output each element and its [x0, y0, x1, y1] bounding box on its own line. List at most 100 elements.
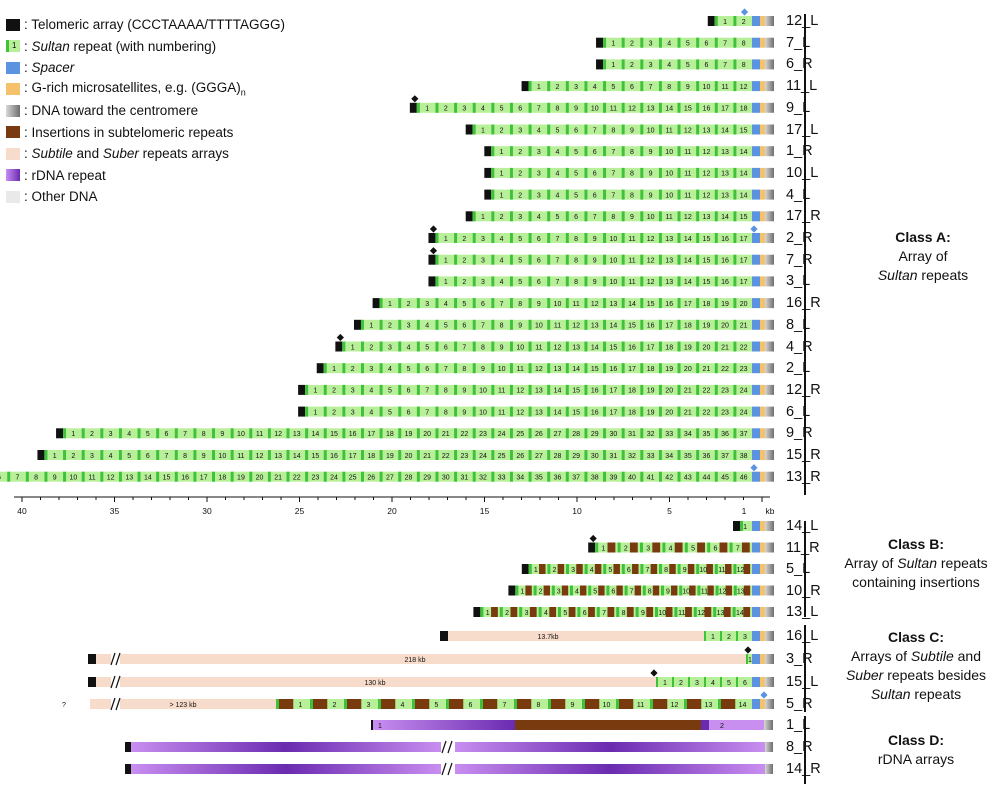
- sultan-number-6_R-5: 5: [686, 62, 690, 69]
- sultan-number-6_L-22: 22: [703, 409, 711, 416]
- spacer-block-13_R: [752, 471, 760, 482]
- sultan-repeat-mark-6_L-9: [454, 406, 458, 417]
- sultan-number-1_R-10: 10: [665, 149, 673, 156]
- insertion-block-13_L-10: [665, 607, 673, 617]
- sultan-repeat-mark-4_L-12: [696, 189, 700, 200]
- sultan-number-12_R-9: 9: [462, 388, 466, 395]
- sultan-repeat-13_R-20: [249, 471, 268, 482]
- sultan-number-9_R-28: 28: [572, 431, 580, 438]
- sultan-number-4_R-22: 22: [740, 344, 748, 351]
- sultan-number-4_R-11: 11: [535, 344, 542, 351]
- sultan-repeat-3_L-8: [565, 276, 585, 287]
- sultan-repeat-13_R-41: [640, 471, 659, 482]
- sultan-repeat-17_R-9: [621, 211, 641, 222]
- sultan-repeat-mark-15_L-4: [704, 677, 706, 687]
- sultan-repeat-4_L-14: [733, 189, 752, 200]
- sultan-number-15_R-31: 31: [609, 453, 617, 460]
- sultan-repeat-10_L-13: [714, 167, 734, 178]
- sultan-repeat-mark-3_L-4: [491, 276, 495, 287]
- sultan-number-13_R-11: 11: [88, 475, 95, 482]
- sultan-repeat-mark-9_L-2: [435, 102, 439, 113]
- spacer-block-5_R: [752, 699, 760, 709]
- sultan-number-3_L-11: 11: [628, 279, 635, 286]
- telomere-block-1_R: [484, 146, 492, 157]
- sultan-repeat-mark-1_R-6: [584, 146, 588, 157]
- sultan-number-17_L-15: 15: [740, 127, 748, 134]
- sultan-repeat-mark-9_L-1: [416, 102, 420, 113]
- sultan-number-2_L-19: 19: [665, 366, 673, 373]
- sultan-number-16_R-20: 20: [740, 301, 748, 308]
- sultan-repeat-9_R-4: [118, 428, 138, 439]
- sultan-number-15_R-34: 34: [665, 453, 673, 460]
- sultan-repeat-2_R-17: [733, 233, 752, 243]
- sultan-number-10_L-8: 8: [630, 171, 634, 178]
- sultan-repeat-mark-2_L-9: [472, 363, 476, 374]
- sultan-number-12_R-3: 3: [351, 388, 355, 395]
- sultan-number-17_L-4: 4: [537, 127, 541, 134]
- sultan-repeat-mark-16_R-20: [733, 298, 737, 309]
- sultan-repeat-7_R-7: [547, 254, 566, 265]
- break-mark-b-8_R: [447, 740, 453, 754]
- legend-text-6: : Insertions in subtelomeric repeats: [24, 124, 234, 140]
- sultan-number-3_L-13: 13: [665, 279, 673, 286]
- sultan-number-7_R-6: 6: [537, 258, 541, 265]
- sultan-repeat-9_R-22: [454, 428, 473, 439]
- break-mark-b-5_R: [115, 697, 121, 711]
- sultan-repeat-mark-13_R-37: [565, 471, 569, 482]
- sultan-repeat-mark-15_R-18: [360, 450, 364, 460]
- sultan-repeat-4_L-11: [677, 189, 697, 200]
- spacer-block-1_R: [752, 146, 760, 157]
- sultan-repeat-mark-2_L-4: [379, 363, 383, 374]
- sultan-number-2_L-14: 14: [572, 366, 580, 373]
- sultan-number-9_R-8: 8: [202, 431, 206, 438]
- sultan-repeat-mark-16_R-16: [658, 298, 662, 309]
- sultan-repeat-8_L-4: [416, 319, 436, 330]
- sultan-repeat-mark-5_R-6: [446, 699, 449, 709]
- sultan-repeat-17_L-2: [491, 124, 510, 135]
- sultan-number-3_L-16: 16: [721, 279, 729, 286]
- sultan-repeat-10_L-14: [733, 167, 752, 178]
- sultan-repeat-9_L-11: [603, 102, 622, 113]
- sultan-repeat-mark-10_R-3: [551, 585, 555, 596]
- sultan-number-10_R-10: 10: [682, 588, 690, 595]
- sultan-number-3_L-4: 4: [500, 279, 504, 286]
- legend-item-1: : Telomeric array (CCCTAAAA/TTTTAGGG): [6, 14, 386, 36]
- sultan-repeat-mark-15_R-28: [547, 450, 551, 460]
- sultan-number-16_R-10: 10: [554, 301, 562, 308]
- sultan-repeat-mark-16_R-9: [528, 298, 532, 309]
- sultan-repeat-mark-5_R-1: [276, 699, 279, 709]
- sultan-number-9_R-7: 7: [183, 431, 187, 438]
- sultan-number-2_L-13: 13: [554, 366, 562, 373]
- sultan-repeat-mark-3_L-8: [565, 276, 569, 287]
- row-label-7_R: 7_R: [786, 251, 813, 268]
- sultan-repeat-7_L-8: [733, 37, 752, 48]
- sultan-number-8_L-17: 17: [665, 323, 673, 330]
- sultan-repeat-mark-15_L-5: [720, 677, 722, 687]
- sultan-repeat-mark-4_R-21: [714, 341, 718, 352]
- sultan-number-2_L-7: 7: [444, 366, 448, 373]
- telomere-block-2_R: [428, 233, 436, 243]
- sultan-repeat-12_R-24: [733, 384, 752, 395]
- sultan-number-13_R-41: 41: [647, 475, 655, 482]
- sultan-repeat-6_L-3: [342, 406, 361, 417]
- sultan-repeat-2_L-1: [323, 363, 343, 374]
- sultan-repeat-mark-12_R-2: [323, 384, 327, 395]
- sultan-repeat-mark-9_L-9: [565, 102, 569, 113]
- sultan-repeat-mark-17_R-11: [658, 211, 662, 222]
- sultan-swatch: 1: [6, 40, 20, 53]
- sultan-number-13_R-8: 8: [34, 475, 38, 482]
- sultan-repeat-13_L-10: [655, 607, 675, 617]
- legend-item-7: : Subtile and Suber repeats arrays: [6, 143, 386, 165]
- sultan-repeat-mark-17_R-12: [677, 211, 681, 222]
- sultan-number-13_R-33: 33: [498, 475, 506, 482]
- row-label-1_L: 1_L: [786, 717, 811, 733]
- sultan-repeat-mark-2_L-15: [584, 363, 588, 374]
- sultan-number-5_R-13: 13: [705, 702, 713, 709]
- legend-item-5: : DNA toward the centromere: [6, 100, 386, 122]
- sultan-repeat-mark-9_R-27: [547, 428, 551, 439]
- row-label-4_R: 4_R: [786, 338, 813, 355]
- sultan-repeat-17_L-4: [528, 124, 548, 135]
- sultan-number-12_R-2: 2: [332, 388, 336, 395]
- sultan-repeat-10_L-8: [621, 167, 641, 178]
- scale-label-35: 35: [110, 506, 120, 516]
